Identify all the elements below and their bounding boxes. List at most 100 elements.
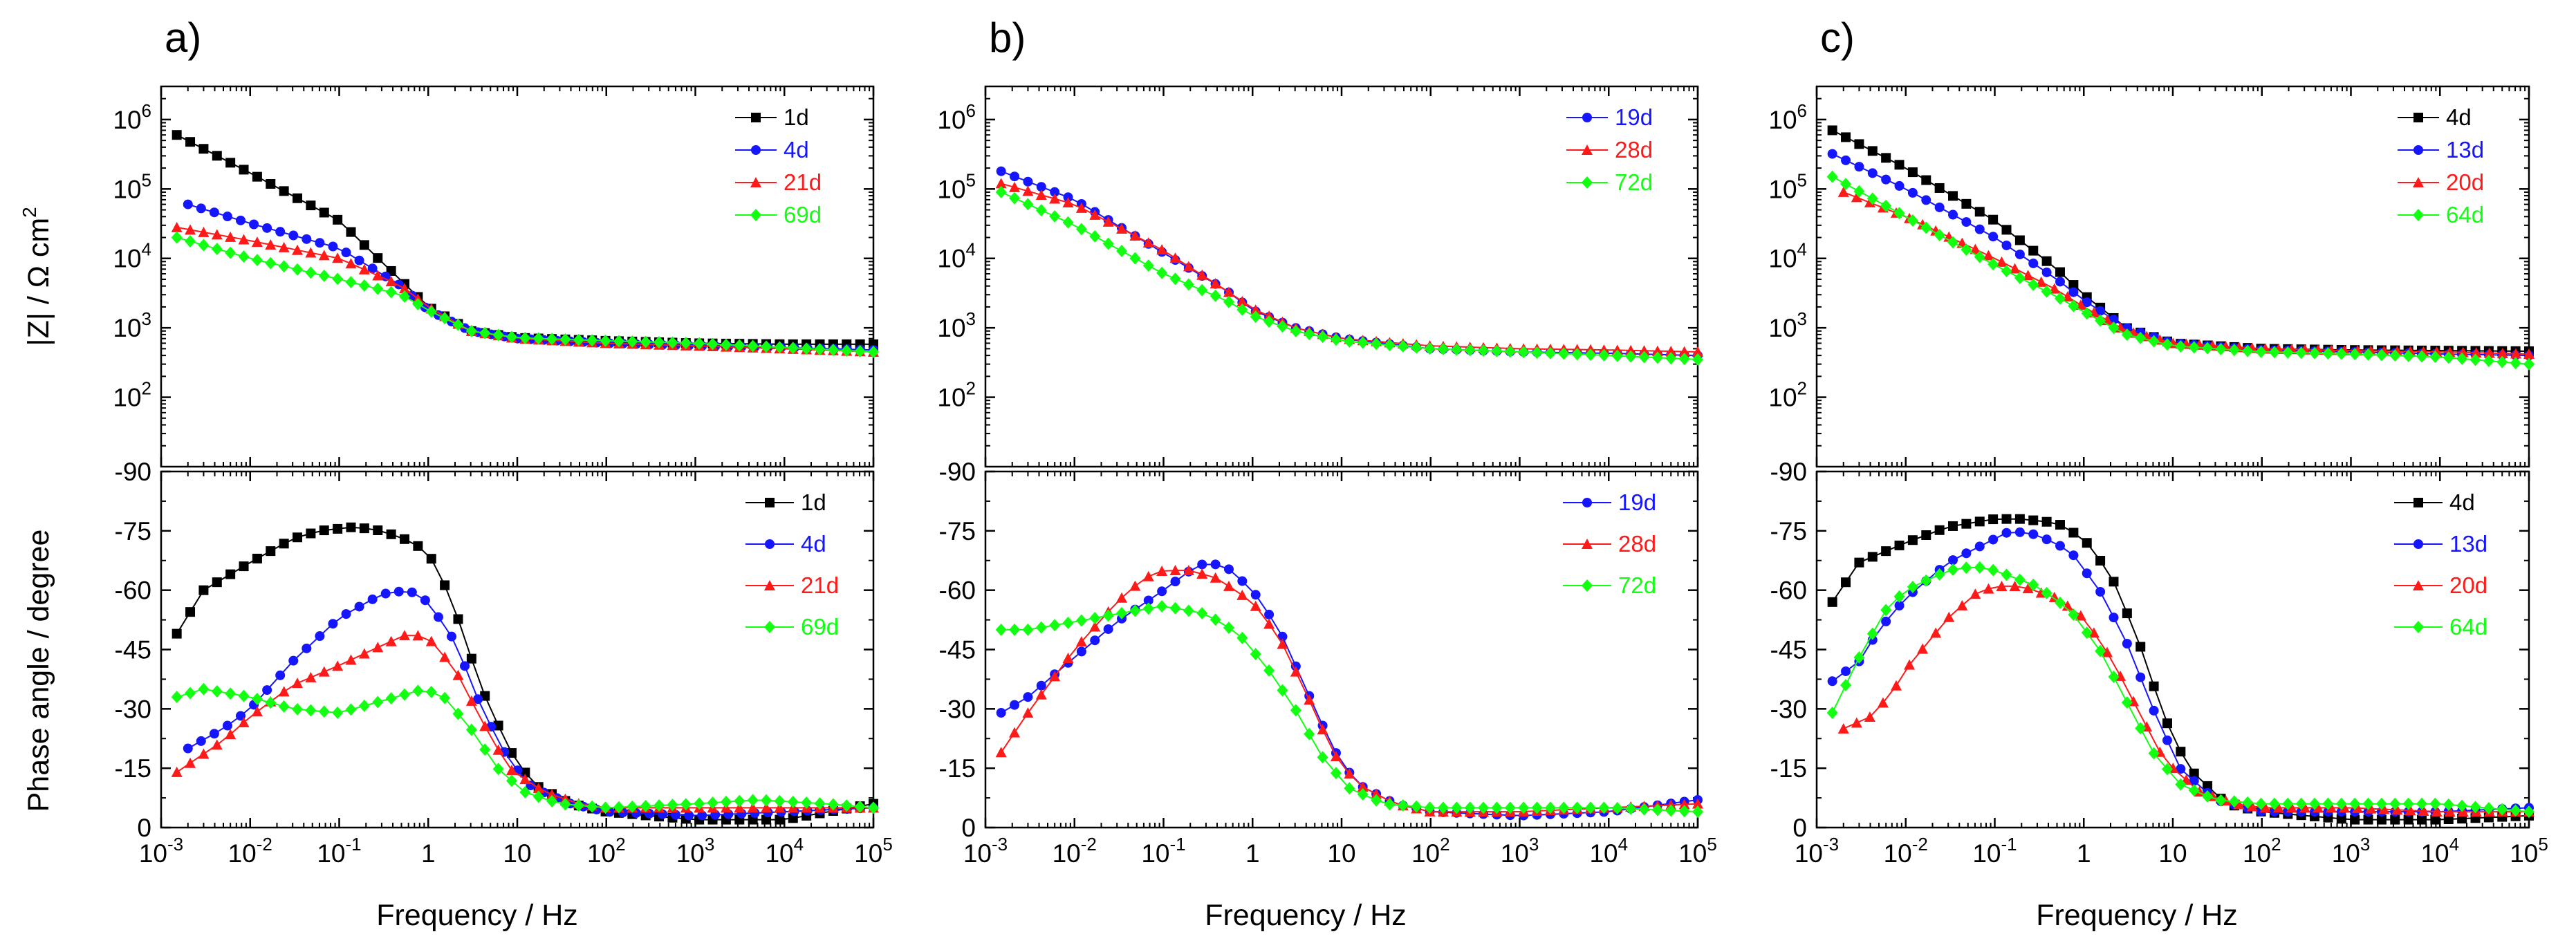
data-point [627,800,638,813]
data-point [2108,321,2120,335]
data-point [398,290,410,303]
data-point [420,595,430,606]
data-point [452,669,464,680]
data-point [1023,176,1033,187]
data-point [1357,336,1369,349]
data-point [1585,348,1597,362]
data-point [1089,209,1101,220]
data-point [2082,297,2092,308]
data-point [1210,572,1221,583]
data-point [1411,800,1423,813]
data-point [734,339,745,352]
magnitude-axis-title-exp: 2 [19,207,40,218]
data-point [2272,802,2284,813]
data-point [720,795,732,808]
data-point [1920,574,1932,587]
data-point [2404,805,2416,816]
data-point [1880,604,1892,617]
data-point [1250,600,1261,611]
data-point [333,214,343,225]
data-point [2189,768,2199,778]
data-point [2161,763,2173,776]
data-point [654,336,665,349]
data-point [2054,596,2066,609]
magnitude-series-19d [996,166,1703,361]
phase-axis-title: Phase angle / degree [22,530,55,812]
data-point [2389,797,2401,810]
data-point [1277,320,1288,333]
data-point [358,648,370,659]
data-point [332,660,344,671]
legend-label: 4d [2446,104,2472,130]
magnitude-axis-title-text: |Z| / Ω cm [22,218,55,346]
legend-marker [751,145,761,155]
data-point [1437,343,1449,356]
data-point [1236,631,1248,644]
data-point [385,635,397,646]
data-point [460,661,470,671]
magnitude-axis-title: |Z| / Ω cm2 [19,207,55,346]
x-tick-label: 10-2 [228,834,272,868]
data-point [1894,540,1905,550]
data-point [399,534,409,544]
data-point [2417,814,2427,825]
data-point [385,276,397,287]
data-point [1531,346,1543,359]
data-point [2326,802,2337,813]
data-point [2375,348,2387,362]
data-point [1277,638,1288,649]
data-point [2349,797,2361,810]
data-point [354,601,364,612]
data-point [1907,187,1918,198]
data-point [2295,797,2307,810]
data-point [1142,259,1154,272]
x-tick-label: 10-1 [1972,834,2017,868]
data-point [318,666,330,677]
data-point [519,785,531,799]
data-point [1304,694,1315,705]
x-tick-label: 10-3 [963,834,1008,868]
y-tick-label: 0 [961,814,976,842]
data-point [1867,168,1878,178]
data-point [198,226,210,237]
data-point [2483,801,2494,814]
data-point [1947,236,1959,249]
data-point [433,612,443,622]
data-point [265,696,277,709]
data-point [1223,564,1234,575]
series-line [1843,191,2530,355]
x-axis-title-a: Frequency / Hz [376,899,578,932]
y-tick-label: -45 [115,636,151,664]
data-point [1841,132,1851,142]
data-point [1961,198,1972,209]
phase-plot: 0 -15 -30 -45 -60 -75 -90 10-3 10-2 10-1 1 10 102 103… [1770,458,2548,868]
legend-marker [765,539,775,549]
data-point [1478,344,1490,357]
data-point [1210,613,1221,626]
data-point [1841,666,1851,676]
data-point [225,231,237,242]
legend-label: 69d [784,202,822,227]
data-point [185,137,196,147]
data-point [827,344,839,357]
data-point [492,744,504,755]
legend-label: 72d [1615,169,1653,195]
data-point [2001,568,2012,581]
data-point [1571,801,1583,814]
data-point [1143,595,1153,606]
data-point [2483,347,2495,358]
data-point [1169,272,1181,286]
data-point [2228,795,2240,808]
data-point [1236,303,1248,316]
data-point [292,678,304,689]
data-point [2162,735,2172,745]
data-point [694,797,705,810]
phase-series-72d [995,599,1703,819]
data-point [1075,202,1087,213]
data-point [640,335,651,348]
data-point [318,269,330,282]
y-tick-label: 106 [937,100,976,134]
data-point [1692,353,1703,366]
panel-label: c) [1820,15,1855,61]
data-point [1864,196,1875,207]
